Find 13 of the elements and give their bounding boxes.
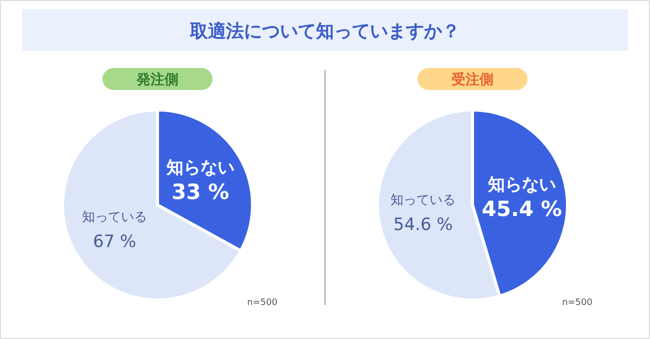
chart-subtitle: 受注側 bbox=[450, 71, 494, 88]
data-label: 54.6 % bbox=[393, 214, 453, 235]
data-label: 33 % bbox=[172, 180, 230, 204]
data-label: 67 % bbox=[92, 232, 136, 252]
slice-label: 知らない bbox=[486, 175, 556, 196]
slice-label: 知らない bbox=[165, 158, 234, 178]
data-label: 45.4 % bbox=[482, 197, 562, 222]
text: 取適法について知っていますか？ bbox=[189, 21, 460, 42]
chart-subtitle: 発注側 bbox=[136, 71, 178, 88]
slice-label: 知っている bbox=[82, 210, 148, 226]
text: n=500 bbox=[562, 298, 593, 308]
slice-label: 知っている bbox=[390, 192, 456, 208]
text: n=500 bbox=[247, 298, 278, 308]
